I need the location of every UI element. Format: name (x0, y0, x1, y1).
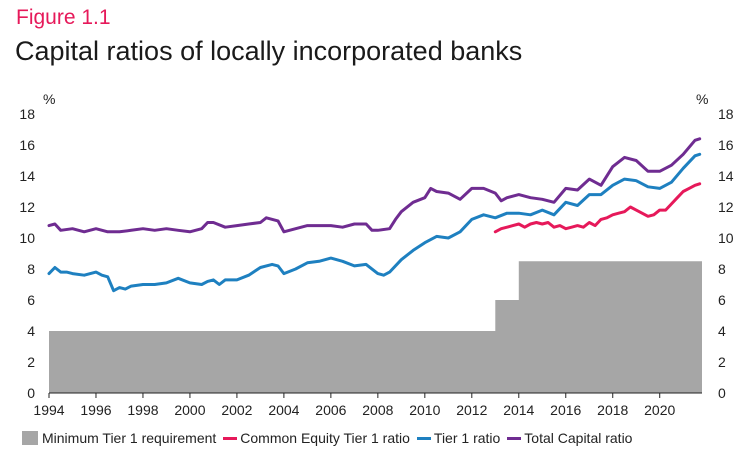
legend-label-minimum: Minimum Tier 1 requirement (42, 430, 217, 446)
x-tick-label: 2004 (268, 402, 299, 418)
y-tick-label-right: 0 (718, 385, 726, 401)
x-tick-label: 1998 (127, 402, 158, 418)
y-tick-label-right: 16 (718, 137, 734, 153)
y-unit-right: % (696, 91, 708, 107)
x-tick-label: 2006 (315, 402, 346, 418)
legend-label-cet1: Common Equity Tier 1 ratio (240, 430, 410, 446)
figure-label: Figure 1.1 (16, 6, 111, 29)
tier1-series-line (47, 152, 702, 293)
x-tick-label: 2010 (409, 402, 440, 418)
area-layer (49, 261, 702, 393)
y-tick-label-left: 4 (27, 323, 35, 339)
x-tick-label: 1994 (33, 402, 64, 418)
minimum-tier1-area (49, 261, 702, 393)
y-tick-label-left: 6 (27, 292, 35, 308)
y-tick-label-right: 2 (718, 354, 726, 370)
y-tick-label-left: 12 (19, 199, 35, 215)
y-unit-left: % (43, 91, 55, 107)
y-tick-label-left: 8 (27, 261, 35, 277)
axis-layer (48, 392, 702, 398)
x-tick-label: 2018 (597, 402, 628, 418)
y-tick-label-right: 12 (718, 199, 734, 215)
x-tick-label: 2000 (174, 402, 205, 418)
x-tick-label: 1996 (80, 402, 111, 418)
legend-swatch-minimum (22, 431, 38, 445)
legend-item-tier1: Tier 1 ratio (416, 430, 501, 446)
y-tick-label-left: 14 (19, 168, 35, 184)
legend-label-tier1: Tier 1 ratio (433, 430, 501, 446)
legend-swatch-tier1 (416, 436, 431, 440)
legend-label-total: Total Capital ratio (524, 430, 633, 446)
x-tick-label: 2008 (362, 402, 393, 418)
x-tick-label: 2012 (456, 402, 487, 418)
y-tick-label-left: 18 (19, 106, 35, 122)
legend-swatch-total (507, 436, 522, 440)
y-tick-label-right: 10 (718, 230, 734, 246)
y-tick-label-left: 10 (19, 230, 35, 246)
y-tick-label-right: 8 (718, 261, 726, 277)
x-tick-label: 2014 (503, 402, 534, 418)
x-tick-label: 2002 (221, 402, 252, 418)
legend-item-minimum: Minimum Tier 1 requirement (22, 430, 216, 446)
line-layer (47, 137, 702, 293)
legend-item-total: Total Capital ratio (507, 430, 632, 446)
x-tick-label: 2016 (550, 402, 581, 418)
y-tick-label-right: 14 (718, 168, 734, 184)
total-series-line (47, 137, 702, 234)
legend: Minimum Tier 1 requirement Common Equity … (22, 428, 639, 448)
y-tick-label-left: 2 (27, 354, 35, 370)
legend-item-cet1: Common Equity Tier 1 ratio (223, 430, 410, 446)
y-tick-label-right: 4 (718, 323, 726, 339)
chart-title: Capital ratios of locally incorporated b… (15, 36, 523, 66)
tick-layer: 1994 1996 1998 2000 2002 2004 2006 2008 2010 2012… (19, 91, 733, 418)
y-tick-label-right: 18 (718, 106, 734, 122)
y-tick-label-left: 0 (27, 385, 35, 401)
cet1-series-line (493, 182, 702, 234)
y-tick-label-right: 6 (718, 292, 726, 308)
legend-swatch-cet1 (223, 436, 238, 440)
y-tick-label-left: 16 (19, 137, 35, 153)
x-tick-label: 2020 (644, 402, 675, 418)
